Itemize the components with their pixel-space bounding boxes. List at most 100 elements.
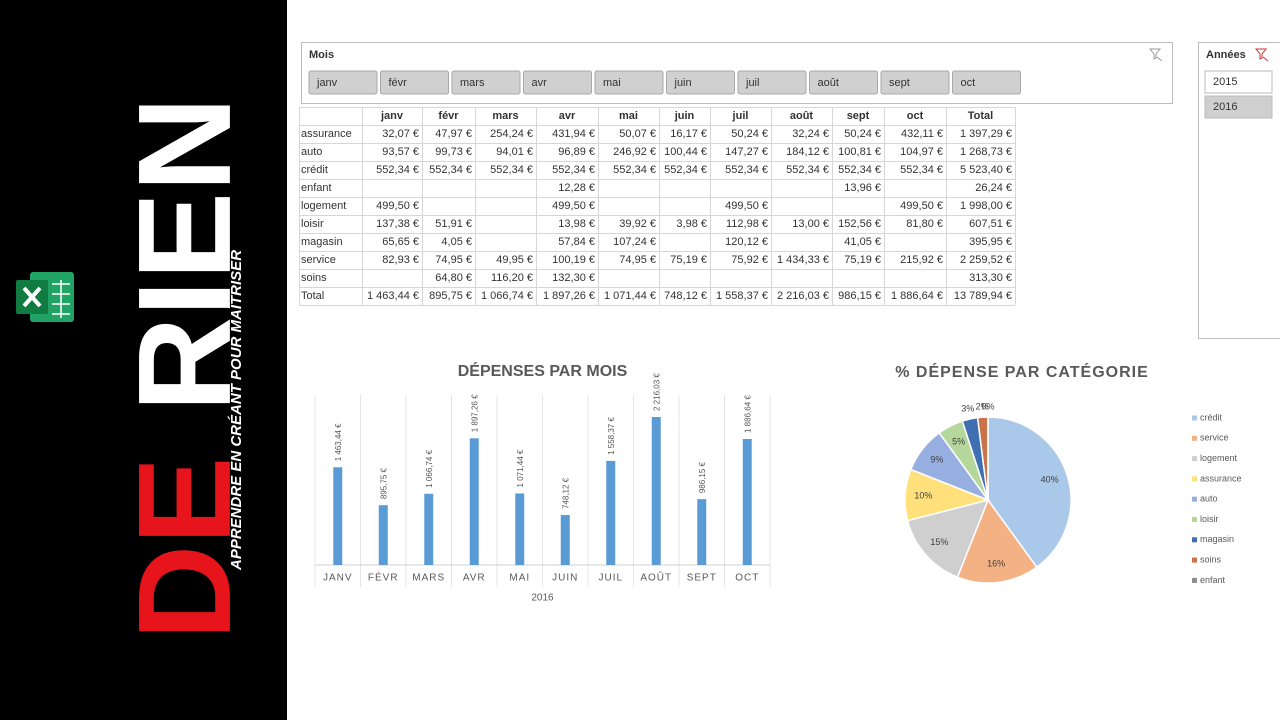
slicer-button[interactable] — [594, 70, 664, 95]
x-axis-label: 2016 — [531, 593, 554, 604]
table-cell: 107,24 € — [613, 236, 656, 248]
table-cell: 5 523,40 € — [960, 164, 1012, 176]
bar — [560, 515, 570, 565]
banner-word: DE — [111, 457, 258, 640]
row-header: crédit — [301, 164, 328, 176]
data-label: 1 066,74 € — [425, 449, 434, 487]
table-cell: 147,27 € — [725, 146, 768, 158]
table-cell: 499,50 € — [900, 200, 943, 212]
slice-label: 16% — [987, 559, 1005, 569]
legend-swatch — [1192, 537, 1197, 543]
legend-label: service — [1200, 433, 1229, 443]
table-cell: 57,84 € — [558, 236, 595, 248]
table-cell: 1 463,44 € — [367, 290, 419, 302]
table-cell: 13,00 € — [792, 218, 829, 230]
column-header: mai — [619, 110, 638, 122]
slicer-button-label: 2015 — [1213, 76, 1237, 88]
column-header: Total — [968, 110, 993, 122]
row-header: loisir — [301, 218, 324, 230]
bar — [333, 467, 343, 565]
slicer-title: Années — [1206, 49, 1246, 61]
pie-slice — [987, 416, 1072, 569]
table-cell: 82,93 € — [382, 254, 419, 266]
slicer-button[interactable] — [1204, 95, 1273, 119]
table-cell: 100,19 € — [552, 254, 595, 266]
slice-label: 0% — [981, 401, 994, 411]
x-tick-label: AVR — [463, 573, 486, 584]
legend-label: magasin — [1200, 534, 1234, 544]
slicer-button-label: oct — [961, 77, 976, 89]
table-cell: 32,07 € — [382, 128, 419, 140]
table-cell: 552,34 € — [900, 164, 943, 176]
table-cell: 552,34 € — [725, 164, 768, 176]
table-cell: 499,50 € — [376, 200, 419, 212]
slicer-button-label: févr — [389, 77, 408, 89]
table-cell: 552,34 € — [786, 164, 829, 176]
table-cell: 4,05 € — [441, 236, 472, 248]
table-cell: 39,92 € — [619, 218, 656, 230]
slicer-button-label: janv — [316, 77, 338, 89]
table-cell: 432,11 € — [901, 128, 943, 140]
slice-label: 3% — [961, 404, 974, 414]
slicer-button[interactable] — [1204, 70, 1273, 94]
column-header: mars — [492, 110, 518, 122]
slicer-button[interactable] — [880, 70, 950, 95]
slice-label: 2% — [976, 402, 989, 412]
table-cell: 74,95 € — [619, 254, 656, 266]
table-cell: 499,50 € — [552, 200, 595, 212]
table-cell: 395,95 € — [969, 236, 1012, 248]
table-cell: 99,73 € — [435, 146, 472, 158]
table-cell: 41,05 € — [844, 236, 881, 248]
table-cell: 13 789,94 € — [954, 290, 1012, 302]
table-cell: 75,92 € — [731, 254, 768, 266]
slicer-button[interactable] — [380, 70, 449, 95]
banner-word: RIEN — [111, 97, 258, 412]
table-cell: 112,98 € — [726, 218, 768, 230]
table-cell: 552,34 € — [613, 164, 656, 176]
slicer-button[interactable] — [952, 70, 1021, 95]
chart-title: % DÉPENSE PAR CATÉGORIE — [895, 362, 1149, 381]
legend-label: auto — [1200, 494, 1218, 504]
table-cell: 552,34 € — [838, 164, 881, 176]
table-cell: 152,56 € — [838, 218, 881, 230]
data-label: 1 558,37 € — [607, 417, 616, 455]
slicer-title: Mois — [309, 49, 334, 61]
bar — [651, 417, 661, 565]
table-cell: 65,65 € — [382, 236, 419, 248]
table-cell: 1 558,37 € — [716, 290, 768, 302]
slicer-button[interactable] — [523, 70, 592, 95]
table-cell: 75,19 € — [844, 254, 881, 266]
table-cell: 137,38 € — [376, 218, 419, 230]
legend-swatch — [1192, 415, 1197, 421]
table-cell: 12,28 € — [558, 182, 595, 194]
slicer-button[interactable] — [666, 70, 735, 95]
table-cell: 2 259,52 € — [960, 254, 1012, 266]
filter-icon[interactable] — [1148, 48, 1163, 62]
table-cell: 132,30 € — [552, 272, 595, 284]
table-cell: 895,75 € — [429, 290, 472, 302]
table-cell: 607,51 € — [969, 218, 1012, 230]
slicer-button-label: août — [818, 77, 839, 89]
table-cell: 499,50 € — [725, 200, 768, 212]
table-cell: 50,24 € — [731, 128, 768, 140]
banner-subtitle: APPRENDRE EN CRÉANT POUR MAÎTRISER — [227, 250, 245, 571]
slicer-button[interactable] — [451, 70, 521, 95]
table-cell: 986,15 € — [838, 290, 881, 302]
table-cell: 26,24 € — [975, 182, 1012, 194]
slicer-button[interactable] — [308, 70, 378, 95]
data-label: 1 071,44 € — [516, 449, 525, 487]
table-cell: 96,89 € — [558, 146, 595, 158]
data-label: 1 886,64 € — [743, 395, 752, 433]
table-cell: 13,98 € — [558, 218, 595, 230]
table-cell: 552,34 € — [490, 164, 533, 176]
table-cell: 215,92 € — [900, 254, 943, 266]
slicer-button[interactable] — [737, 70, 807, 95]
slicer-button[interactable] — [809, 70, 878, 95]
column-header: janv — [380, 110, 404, 122]
table-cell: 49,95 € — [496, 254, 533, 266]
x-tick-label: JUIL — [598, 573, 623, 584]
x-tick-label: MARS — [412, 573, 445, 584]
table-cell: 1 397,29 € — [960, 128, 1012, 140]
filter-icon[interactable] — [1254, 48, 1269, 62]
